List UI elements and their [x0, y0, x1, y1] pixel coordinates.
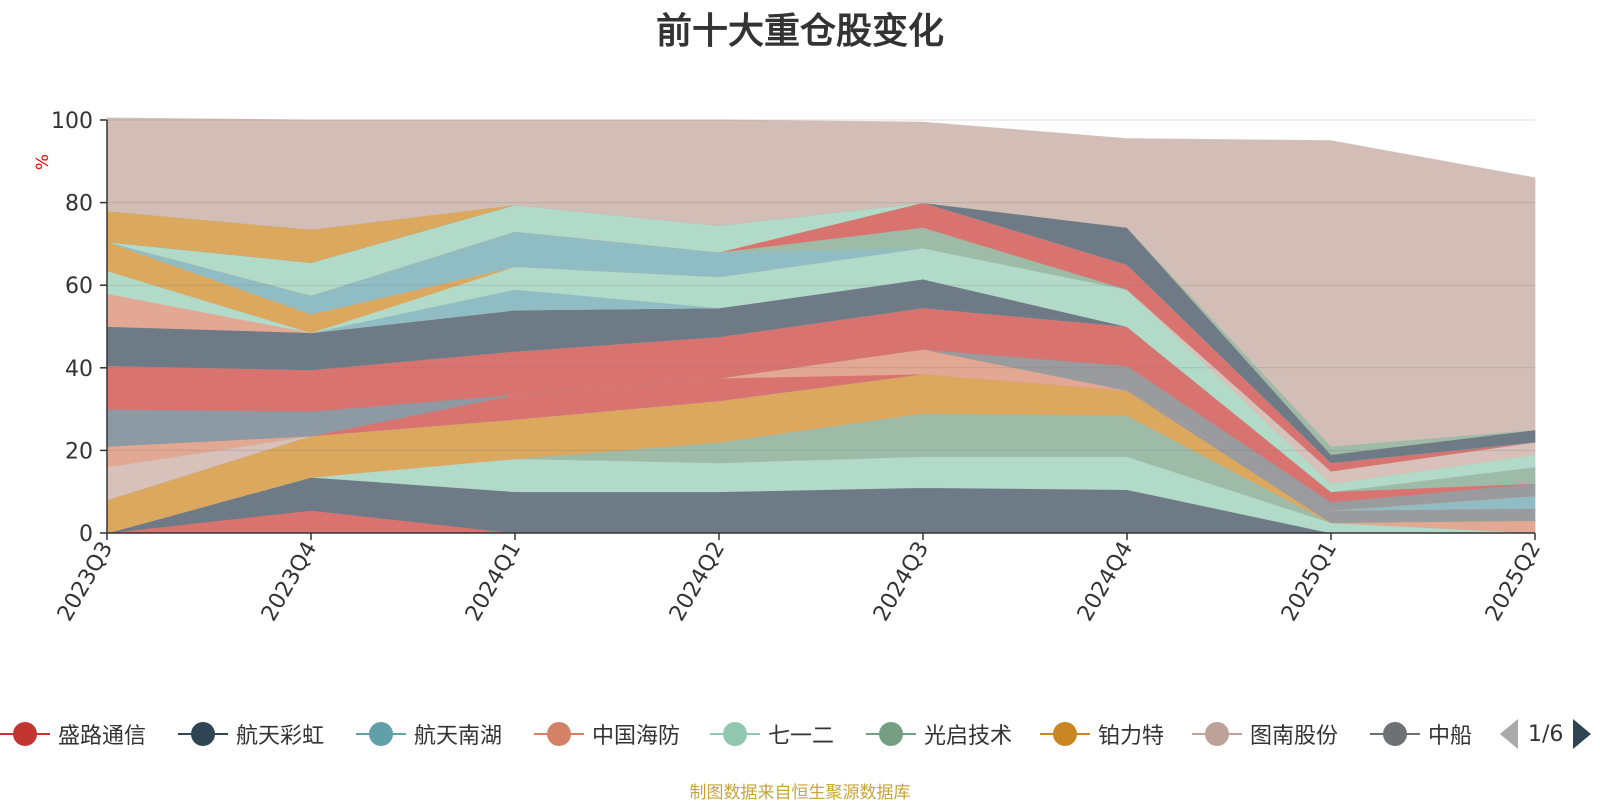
y-axis-unit: %	[33, 154, 53, 170]
legend-label: 盛路通信	[58, 724, 147, 749]
legend-label: 光启技术	[924, 724, 1013, 749]
pager-next-icon[interactable]	[1573, 719, 1592, 749]
pager-prev-icon[interactable]	[1500, 719, 1518, 749]
pager-text: 1/6	[1528, 721, 1564, 747]
legend-item[interactable]: 铂力特	[1040, 712, 1164, 756]
legend-label: 航天南湖	[414, 724, 503, 749]
area-series-30	[106, 117, 1536, 447]
y-tick-label: 0	[79, 522, 93, 547]
legend-item[interactable]: 七一二	[710, 712, 834, 756]
x-tick-label: 2024Q4	[1073, 538, 1138, 626]
legend-marker-icon	[0, 720, 50, 748]
legend-marker-icon	[178, 720, 228, 748]
y-tick-label: 40	[65, 357, 93, 382]
x-tick-label: 2025Q1	[1277, 538, 1342, 626]
chart-title: 前十大重仓股变化	[655, 11, 944, 52]
legend-marker-icon	[1040, 720, 1090, 748]
y-tick-label: 60	[65, 274, 93, 299]
legend: 盛路通信 航天彩虹 航天南湖 中国海防 七一二 光启技术 铂力特 图南股份 中船	[0, 712, 1600, 756]
legend-label: 中船	[1428, 724, 1473, 749]
legend-item[interactable]: 航天南湖	[356, 712, 502, 756]
legend-marker-icon	[710, 720, 760, 748]
y-tick-label: 20	[65, 439, 93, 464]
x-tick-label: 2024Q3	[869, 538, 934, 626]
legend-marker-icon	[534, 720, 584, 748]
x-tick-label: 2023Q4	[257, 538, 322, 626]
legend-item[interactable]: 中船	[1370, 712, 1472, 756]
legend-item[interactable]: 中国海防	[534, 712, 680, 756]
legend-marker-icon	[1370, 720, 1420, 748]
legend-item[interactable]: 光启技术	[866, 712, 1012, 756]
x-tick-label: 2024Q2	[665, 538, 730, 626]
legend-label: 中国海防	[592, 724, 681, 749]
legend-item[interactable]: 图南股份	[1192, 712, 1338, 756]
legend-marker-icon	[1192, 720, 1242, 748]
series-areas	[106, 117, 1536, 534]
x-tick-label: 2023Q3	[53, 538, 118, 626]
legend-label: 图南股份	[1250, 724, 1339, 749]
y-tick-label: 100	[51, 109, 93, 134]
legend-label: 航天彩虹	[236, 724, 325, 749]
legend-marker-icon	[866, 720, 916, 748]
x-tick-label: 2024Q1	[461, 538, 526, 626]
legend-pager: 1/6	[1500, 712, 1600, 756]
y-tick-labels: 0 20 40 60 80 100	[51, 109, 93, 547]
y-tick-label: 80	[65, 192, 93, 217]
legend-label: 铂力特	[1098, 724, 1165, 749]
x-tick-label: 2025Q2	[1481, 538, 1546, 626]
legend-item[interactable]: 盛路通信	[0, 712, 146, 756]
x-tick-labels: 2023Q3 2023Q4 2024Q1 2024Q2 2024Q3 2024Q4 2025…	[53, 538, 1546, 626]
legend-item[interactable]: 航天彩虹	[178, 712, 324, 756]
axes	[100, 119, 1536, 540]
source-note: 制图数据来自恒生聚源数据库	[689, 783, 911, 803]
legend-marker-icon	[356, 720, 406, 748]
legend-label: 七一二	[768, 724, 835, 749]
